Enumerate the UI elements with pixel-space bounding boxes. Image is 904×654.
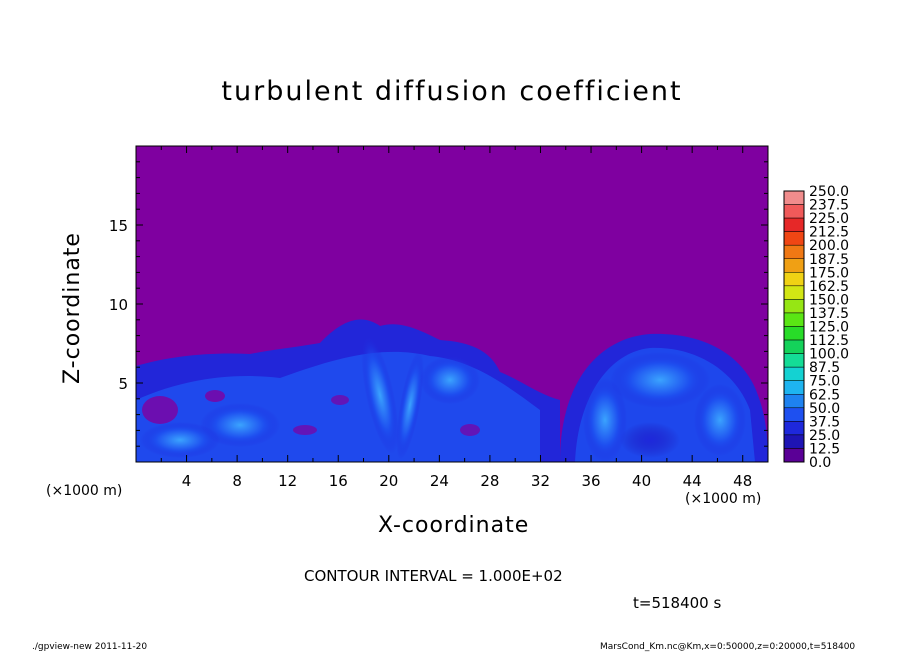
colorbar-level-label: 125.0	[809, 320, 849, 336]
colorbar-level-label: 162.5	[809, 279, 849, 295]
colorbar-frame	[783, 190, 805, 463]
colorbar-swatch	[783, 421, 805, 436]
colorbar-level-label: 0.0	[809, 455, 831, 471]
colorbar-level-label: 237.5	[809, 198, 849, 214]
colorbar-level-label: 25.0	[809, 428, 840, 444]
colorbar-level-label: 137.5	[809, 306, 849, 322]
colorbar-swatch	[783, 407, 805, 422]
colorbar-swatch	[783, 244, 805, 259]
chart-title: turbulent diffusion coefficient	[221, 76, 683, 107]
x-tick-label: 44	[683, 472, 702, 490]
colorbar-level-label: 87.5	[809, 360, 840, 376]
contour-interval-label: CONTOUR INTERVAL = 1.000E+02	[304, 567, 563, 585]
colorbar: 250.0237.5225.0212.5200.0187.5175.0162.5…	[783, 184, 849, 471]
colorbar-level-label: 250.0	[809, 184, 849, 200]
x-tick-label: 32	[531, 472, 550, 490]
x-tick-label: 12	[278, 472, 297, 490]
x-unit-label-right: (×1000 m)	[685, 491, 762, 507]
colorbar-swatch	[783, 217, 805, 232]
footer-data-source: MarsCond_Km.nc@Km,x=0:50000,z=0:20000,t=…	[600, 642, 856, 652]
colorbar-swatch	[783, 366, 805, 381]
colorbar-swatch	[783, 204, 805, 219]
colorbar-level-label: 150.0	[809, 292, 849, 308]
colorbar-level-label: 75.0	[809, 374, 840, 390]
colorbar-swatch	[783, 434, 805, 449]
colorbar-swatch	[783, 231, 805, 246]
x-tick-label: 48	[733, 472, 752, 490]
x-tick-label: 8	[232, 472, 242, 490]
colorbar-swatch	[783, 339, 805, 354]
x-axis-label: X-coordinate	[378, 513, 530, 538]
colorbar-level-label: 175.0	[809, 265, 849, 281]
y-axis: 5 10 15	[109, 161, 768, 447]
colorbar-swatch	[783, 190, 805, 205]
colorbar-swatch	[783, 380, 805, 395]
x-tick-label: 16	[329, 472, 348, 490]
x-tick-label: 40	[632, 472, 651, 490]
colorbar-level-label: 37.5	[809, 414, 840, 430]
colorbar-level-label: 187.5	[809, 252, 849, 268]
colorbar-level-label: 50.0	[809, 401, 840, 417]
colorbar-swatch	[783, 353, 805, 368]
y-tick-label: 5	[118, 375, 128, 393]
colorbar-swatch	[783, 394, 805, 409]
x-unit-label-left: (×1000 m)	[46, 483, 123, 499]
colorbar-level-label: 12.5	[809, 441, 840, 457]
colorbar-swatch	[783, 448, 805, 463]
colorbar-swatch	[783, 272, 805, 287]
x-axis: 4 8 12 16 20 24 28 32 36 40 44 48	[160, 146, 752, 490]
colorbar-level-label: 100.0	[809, 347, 849, 363]
colorbar-level-label: 200.0	[809, 238, 849, 254]
colorbar-swatch	[783, 326, 805, 341]
heatmap-field	[136, 319, 768, 462]
colorbar-swatch	[783, 258, 805, 273]
colorbar-swatch	[783, 299, 805, 314]
y-tick-label: 15	[109, 217, 128, 235]
x-tick-label: 4	[182, 472, 192, 490]
colorbar-level-label: 62.5	[809, 387, 840, 403]
colorbar-swatch	[783, 312, 805, 327]
x-tick-label: 24	[430, 472, 449, 490]
time-label: t=518400 s	[633, 594, 722, 612]
x-tick-label: 36	[581, 472, 600, 490]
colorbar-level-label: 112.5	[809, 333, 849, 349]
y-axis-label: Z-coordinate	[60, 232, 85, 384]
colorbar-level-label: 212.5	[809, 225, 849, 241]
y-tick-label: 10	[109, 296, 128, 314]
colorbar-swatch	[783, 285, 805, 300]
footer-program-info: ./gpview-new 2011-11-20	[32, 642, 148, 652]
x-tick-label: 20	[379, 472, 398, 490]
colorbar-level-label: 225.0	[809, 211, 849, 227]
x-tick-label: 28	[480, 472, 499, 490]
